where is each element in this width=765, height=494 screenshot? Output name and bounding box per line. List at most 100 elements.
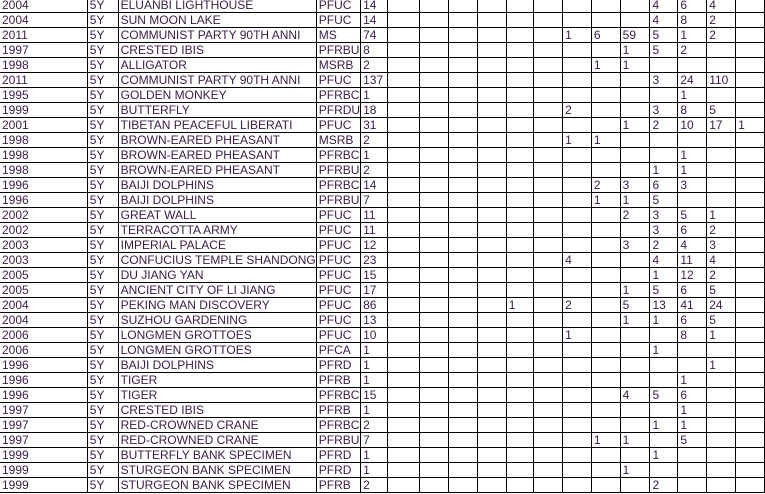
count-cell[interactable] (418, 12, 450, 28)
count-cell[interactable] (387, 432, 420, 448)
count-cell[interactable] (387, 342, 420, 358)
count-cell[interactable] (562, 312, 592, 328)
count-cell[interactable] (735, 342, 765, 358)
count-cell[interactable] (418, 222, 450, 238)
count-cell[interactable]: 11 (677, 252, 708, 268)
count-cell[interactable] (387, 0, 420, 13)
count-cell[interactable] (677, 132, 708, 148)
quantity-cell[interactable]: 7 (360, 192, 389, 208)
term-cell[interactable]: 5Y (86, 297, 119, 313)
year-cell[interactable]: 2005 (0, 282, 88, 298)
count-cell[interactable] (590, 12, 621, 28)
year-cell[interactable]: 1999 (0, 462, 88, 478)
count-cell[interactable]: 5 (677, 432, 708, 448)
year-cell[interactable]: 2006 (0, 327, 88, 343)
count-cell[interactable] (533, 147, 564, 163)
count-cell[interactable] (505, 357, 535, 373)
count-cell[interactable] (448, 192, 479, 208)
count-cell[interactable]: 1 (505, 297, 535, 313)
term-cell[interactable]: 5Y (86, 417, 119, 433)
count-cell[interactable] (735, 267, 765, 283)
name-cell[interactable]: RED-CROWNED CRANE (117, 432, 317, 448)
count-cell[interactable] (562, 267, 592, 283)
count-cell[interactable] (562, 87, 592, 103)
count-cell[interactable]: 4 (706, 252, 737, 268)
count-cell[interactable]: 4 (706, 0, 737, 13)
count-cell[interactable] (448, 87, 479, 103)
count-cell[interactable]: 5 (706, 312, 737, 328)
count-cell[interactable]: 12 (677, 267, 708, 283)
year-cell[interactable]: 2001 (0, 117, 88, 133)
count-cell[interactable]: 2 (706, 12, 737, 28)
term-cell[interactable]: 5Y (86, 192, 119, 208)
count-cell[interactable] (477, 432, 507, 448)
count-cell[interactable] (706, 132, 737, 148)
code-cell[interactable]: PFUC (315, 207, 362, 223)
count-cell[interactable] (418, 417, 450, 433)
count-cell[interactable] (477, 402, 507, 418)
count-cell[interactable]: 1 (619, 282, 651, 298)
count-cell[interactable] (677, 357, 708, 373)
count-cell[interactable] (387, 207, 420, 223)
year-cell[interactable]: 1996 (0, 372, 88, 388)
count-cell[interactable] (505, 312, 535, 328)
count-cell[interactable] (706, 177, 737, 193)
year-cell[interactable]: 1996 (0, 177, 88, 193)
count-cell[interactable] (735, 132, 765, 148)
count-cell[interactable]: 1 (677, 87, 708, 103)
count-cell[interactable] (505, 462, 535, 478)
count-cell[interactable] (562, 447, 592, 463)
count-cell[interactable] (387, 417, 420, 433)
count-cell[interactable] (706, 402, 737, 418)
count-cell[interactable] (418, 252, 450, 268)
term-cell[interactable]: 5Y (86, 177, 119, 193)
count-cell[interactable]: 2 (706, 222, 737, 238)
name-cell[interactable]: GREAT WALL (117, 207, 317, 223)
count-cell[interactable] (706, 42, 737, 58)
count-cell[interactable]: 6 (649, 177, 679, 193)
count-cell[interactable] (706, 387, 737, 403)
code-cell[interactable]: PFRBU (315, 162, 362, 178)
name-cell[interactable]: BAIJI DOLPHINS (117, 192, 317, 208)
count-cell[interactable]: 5 (649, 192, 679, 208)
count-cell[interactable] (619, 72, 651, 88)
count-cell[interactable] (619, 102, 651, 118)
term-cell[interactable]: 5Y (86, 87, 119, 103)
count-cell[interactable] (706, 417, 737, 433)
quantity-cell[interactable]: 1 (360, 342, 389, 358)
count-cell[interactable] (387, 117, 420, 133)
count-cell[interactable] (505, 27, 535, 43)
count-cell[interactable] (590, 267, 621, 283)
count-cell[interactable] (448, 342, 479, 358)
count-cell[interactable] (448, 252, 479, 268)
count-cell[interactable] (387, 357, 420, 373)
year-cell[interactable]: 2003 (0, 237, 88, 253)
count-cell[interactable] (505, 132, 535, 148)
count-cell[interactable] (505, 147, 535, 163)
count-cell[interactable] (477, 477, 507, 493)
quantity-cell[interactable]: 137 (360, 72, 389, 88)
name-cell[interactable]: CONFUCIUS TEMPLE SHANDONG (117, 252, 317, 268)
count-cell[interactable] (533, 192, 564, 208)
code-cell[interactable]: PFRD (315, 357, 362, 373)
count-cell[interactable] (533, 72, 564, 88)
term-cell[interactable]: 5Y (86, 12, 119, 28)
count-cell[interactable] (505, 342, 535, 358)
count-cell[interactable]: 2 (649, 237, 679, 253)
code-cell[interactable]: PFRD (315, 462, 362, 478)
count-cell[interactable]: 4 (649, 0, 679, 13)
count-cell[interactable] (562, 162, 592, 178)
count-cell[interactable] (448, 297, 479, 313)
count-cell[interactable] (590, 282, 621, 298)
count-cell[interactable] (477, 357, 507, 373)
count-cell[interactable] (706, 192, 737, 208)
count-cell[interactable] (619, 357, 651, 373)
count-cell[interactable] (505, 432, 535, 448)
count-cell[interactable] (505, 372, 535, 388)
count-cell[interactable] (505, 177, 535, 193)
count-cell[interactable] (448, 447, 479, 463)
count-cell[interactable]: 17 (706, 117, 737, 133)
count-cell[interactable] (533, 12, 564, 28)
count-cell[interactable] (590, 372, 621, 388)
code-cell[interactable]: PFRBU (315, 432, 362, 448)
